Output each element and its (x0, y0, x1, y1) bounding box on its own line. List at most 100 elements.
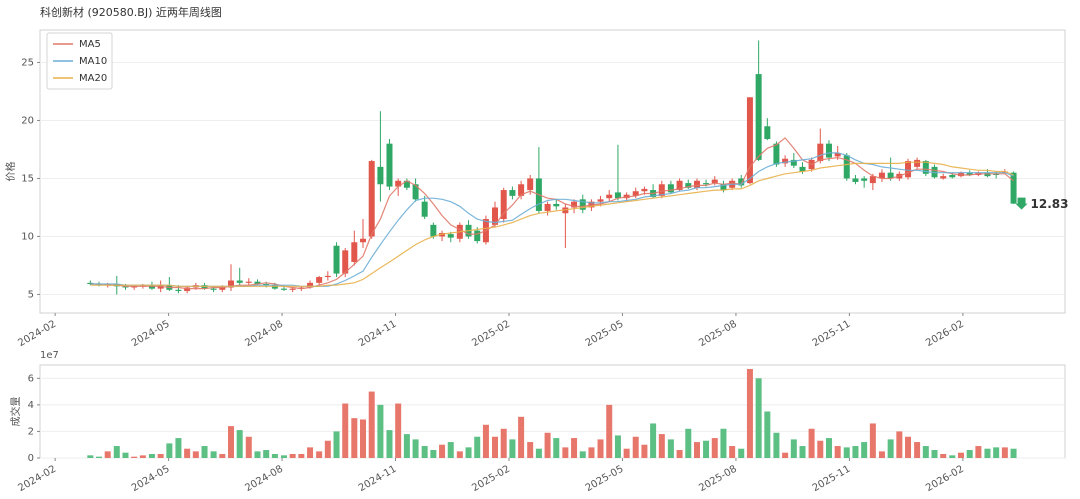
volume-bar (535, 448, 542, 458)
volume-bar (729, 446, 736, 458)
volume-bar (966, 450, 973, 458)
volume-bar (139, 455, 146, 458)
volume-bar (456, 451, 463, 458)
y-axis-label: 价格 (4, 162, 17, 182)
candle-body (122, 286, 129, 288)
volume-bar (975, 446, 982, 458)
volume-bar (175, 438, 182, 458)
volume-bar (658, 434, 665, 458)
candle-body (914, 159, 921, 167)
x-tick-label: 2025-11 (811, 319, 853, 349)
y-tick-label: 0 (28, 453, 34, 464)
volume-bar (878, 451, 885, 458)
volume-bar (738, 448, 745, 458)
volume-bar (236, 430, 243, 458)
volume-bar (527, 442, 534, 458)
volume-bar (755, 378, 762, 458)
volume-bar (790, 439, 797, 458)
plot-frame (39, 29, 1066, 314)
volume-bar (122, 452, 129, 458)
legend-label: MA20 (79, 73, 107, 84)
volume-bar (843, 447, 850, 458)
volume-bar (104, 451, 111, 458)
volume-bar (342, 403, 349, 458)
candle-body (799, 166, 806, 172)
volume-bar (597, 439, 604, 458)
candle-body (738, 178, 745, 186)
candle-body (236, 280, 243, 283)
candle-body (614, 192, 621, 199)
volume-bar (825, 438, 832, 458)
plot-frame (39, 364, 1066, 459)
candle-body (861, 178, 868, 181)
x-tick-label: 2024-11 (357, 319, 399, 349)
candle-body (544, 203, 551, 211)
x-tick-label: 2024-08 (243, 464, 285, 494)
candle-body (360, 238, 367, 243)
volume-bar (131, 456, 138, 458)
x-tick-label: 2025-08 (697, 319, 739, 349)
volume-bar (588, 447, 595, 458)
volume-bar (949, 455, 956, 458)
ma-line (90, 152, 1014, 287)
volume-bar (210, 451, 217, 458)
y-tick-label: 25 (21, 57, 34, 68)
volume-bar (693, 442, 700, 458)
candle-body (834, 152, 841, 157)
candle-body (931, 166, 938, 178)
x-tick-label: 2026-02 (924, 319, 966, 349)
volume-bar (518, 416, 525, 458)
volume-bar (957, 452, 964, 458)
y-tick-label: 20 (21, 115, 34, 126)
volume-bar (157, 454, 164, 458)
volume-bar (544, 432, 551, 458)
candle-body (342, 250, 349, 274)
x-tick-label: 2026-02 (924, 464, 966, 494)
candle-body (843, 155, 850, 179)
last-price-label: 12.83 (1031, 197, 1069, 211)
volume-bar (148, 454, 155, 458)
candle-body (412, 184, 419, 200)
candle-body (377, 166, 384, 185)
volume-bar (711, 438, 718, 458)
volume-bar (482, 424, 489, 458)
volume-bar (271, 454, 278, 458)
candle-body (641, 188, 648, 192)
volume-bar (430, 450, 437, 458)
candle-body (693, 180, 700, 188)
last-price-arrow (1015, 197, 1028, 210)
volume-bar (403, 434, 410, 458)
volume-bar (316, 451, 323, 458)
candle-body (571, 201, 578, 208)
candle-body (395, 180, 402, 187)
candle-body (289, 288, 296, 290)
candle-body (869, 176, 876, 184)
volume-bar (571, 438, 578, 458)
volume-bar (87, 455, 94, 458)
volume-bar (632, 436, 639, 458)
x-tick-label: 2025-08 (697, 464, 739, 494)
volume-bar (1010, 448, 1017, 458)
volume-bar (685, 428, 692, 458)
volume-bar (922, 446, 929, 458)
volume-bar (298, 454, 305, 458)
volume-bar (324, 440, 331, 458)
candle-body (307, 282, 314, 288)
volume-bar (773, 432, 780, 458)
volume-bar (931, 450, 938, 458)
volume-bar (307, 447, 314, 458)
chart-title: 科创新材 (920580.BJ) 近两年周线图 (40, 5, 222, 19)
volume-bar (395, 403, 402, 458)
candle-body (703, 183, 710, 185)
candle-body (527, 178, 534, 191)
candle-body (667, 184, 674, 193)
volume-bar (474, 436, 481, 458)
candle-body (764, 126, 771, 140)
volume-bar (914, 442, 921, 458)
volume-bar (166, 443, 173, 458)
candle-body (157, 285, 164, 289)
candle-body (905, 161, 912, 178)
volume-bar (703, 440, 710, 458)
volume-bar (746, 368, 753, 458)
x-tick-label: 2025-02 (470, 319, 512, 349)
